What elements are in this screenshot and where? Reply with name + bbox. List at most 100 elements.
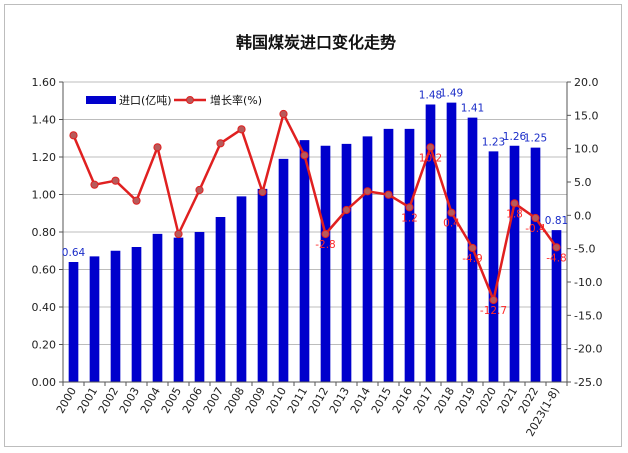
bar bbox=[68, 262, 79, 382]
x-tick-label: 2019 bbox=[453, 385, 478, 416]
line-point bbox=[447, 208, 456, 217]
right-tick-label: -20.0 bbox=[574, 343, 602, 356]
right-tick-label: 5.0 bbox=[574, 176, 592, 189]
x-tick-label: 2017 bbox=[411, 385, 436, 416]
x-tick-label: 2004 bbox=[138, 385, 163, 416]
bar bbox=[257, 188, 268, 382]
line-point bbox=[279, 109, 288, 119]
legend-bar-swatch bbox=[86, 96, 116, 104]
x-tick-label: 2020 bbox=[474, 385, 499, 416]
chart-frame: 韩国煤炭进口变化走势 0.00 0.20 0.40 0.60 0.80 1.00 1.20 1… bbox=[4, 4, 622, 447]
x-tick-label: 2014 bbox=[348, 385, 373, 416]
legend-bar-label: 进口(亿吨) bbox=[119, 94, 172, 107]
x-tick-label: 2015 bbox=[369, 385, 394, 416]
x-tick-label: 2021 bbox=[495, 385, 520, 416]
bar bbox=[404, 128, 415, 382]
legend-line-marker bbox=[186, 96, 194, 104]
bar bbox=[488, 151, 499, 382]
line-value-label: -4.9 bbox=[462, 253, 483, 265]
right-y-axis: -25.0 -20.0 -15.0 -10.0 -5.0 0.0 5.0 10.0 15.0 20… bbox=[566, 76, 602, 389]
line-point bbox=[363, 187, 372, 196]
line-value-label: 1.8 bbox=[506, 208, 523, 220]
left-tick-label: 1.00 bbox=[32, 189, 57, 202]
line-point bbox=[216, 139, 225, 148]
right-tick-label: -15.0 bbox=[574, 309, 602, 322]
line-value-label: 0.4 bbox=[443, 218, 460, 230]
x-tick-label: 2016 bbox=[390, 385, 415, 416]
line-point bbox=[510, 199, 519, 208]
x-axis: 2000200120022003200420052006200720082009… bbox=[54, 381, 568, 439]
bar bbox=[341, 143, 352, 382]
x-tick-label: 2008 bbox=[222, 385, 247, 416]
right-tick-label: 0.0 bbox=[574, 209, 592, 222]
right-tick-label: 20.0 bbox=[574, 76, 599, 89]
x-tick-label: 2010 bbox=[264, 385, 289, 416]
bar-value-label: 1.48 bbox=[419, 90, 442, 102]
bar bbox=[425, 104, 436, 382]
line-point bbox=[258, 187, 267, 197]
line-point bbox=[90, 180, 99, 189]
chart-svg: 韩国煤炭进口变化走势 0.00 0.20 0.40 0.60 0.80 1.00 1.20 1… bbox=[32, 33, 603, 439]
bar bbox=[530, 147, 541, 382]
x-tick-label: 2009 bbox=[243, 385, 268, 416]
left-y-axis: 0.00 0.20 0.40 0.60 0.80 1.00 1.20 1.40 1.60 bbox=[32, 76, 64, 389]
line-point bbox=[489, 295, 498, 305]
x-tick-label: 2001 bbox=[75, 385, 100, 416]
line-point bbox=[132, 196, 141, 205]
bar-series bbox=[68, 102, 562, 382]
line-point bbox=[174, 229, 183, 239]
x-tick-label: 2013 bbox=[327, 385, 352, 416]
line-point bbox=[426, 143, 435, 152]
line-point bbox=[552, 243, 561, 252]
bar bbox=[89, 256, 100, 382]
left-tick-label: 0.40 bbox=[32, 301, 57, 314]
bar bbox=[215, 217, 226, 382]
x-tick-label: 2000 bbox=[54, 385, 79, 416]
line-value-label: -4.8 bbox=[546, 252, 567, 264]
bar-value-label: 1.25 bbox=[524, 133, 547, 145]
left-tick-label: 0.80 bbox=[32, 226, 57, 239]
line-point bbox=[405, 203, 414, 212]
line-value-label: 10.2 bbox=[419, 152, 442, 164]
line-point bbox=[69, 131, 78, 140]
x-tick-label: 2005 bbox=[159, 385, 184, 416]
bar bbox=[362, 136, 373, 382]
right-tick-label: -25.0 bbox=[574, 376, 602, 389]
line-point bbox=[237, 125, 246, 134]
x-tick-label: 2002 bbox=[96, 385, 121, 416]
x-tick-label: 2003 bbox=[117, 385, 142, 416]
bar bbox=[383, 128, 394, 382]
bar-value-label: 1.23 bbox=[482, 136, 505, 148]
line-point bbox=[153, 143, 162, 152]
x-tick-label: 2007 bbox=[201, 385, 226, 416]
bar bbox=[131, 247, 142, 382]
data-labels: 0.64 1.481.49 1.41 1.231.261.25 0.81 -2.8 1.2 1… bbox=[62, 88, 568, 317]
x-tick-label: 2006 bbox=[180, 385, 205, 416]
line-series bbox=[69, 109, 561, 305]
chart-title: 韩国煤炭进口变化走势 bbox=[236, 33, 396, 52]
bar bbox=[236, 196, 247, 382]
right-tick-label: 10.0 bbox=[574, 143, 599, 156]
bar-value-label: 1.49 bbox=[440, 88, 463, 100]
left-tick-label: 1.20 bbox=[32, 151, 57, 164]
line-value-label: 1.2 bbox=[401, 212, 418, 224]
bar bbox=[551, 230, 562, 382]
right-tick-label: -5.0 bbox=[574, 243, 595, 256]
bar bbox=[278, 158, 289, 382]
growth-line bbox=[72, 112, 558, 302]
line-point bbox=[300, 151, 309, 160]
bar bbox=[110, 250, 121, 382]
left-tick-label: 0.20 bbox=[32, 339, 57, 352]
bar-value-label: 0.64 bbox=[62, 247, 86, 259]
x-tick-label: 2011 bbox=[285, 385, 310, 416]
left-tick-label: 0.00 bbox=[32, 376, 57, 389]
bar-value-label: 0.81 bbox=[545, 215, 568, 227]
legend-line-label: 增长率(%) bbox=[210, 93, 262, 107]
left-tick-label: 1.60 bbox=[32, 76, 57, 89]
line-point bbox=[195, 185, 204, 195]
legend: 进口(亿吨) 增长率(%) bbox=[86, 93, 262, 107]
bar bbox=[173, 237, 184, 382]
right-tick-label: -10.0 bbox=[574, 276, 602, 289]
line-point bbox=[321, 229, 330, 239]
bar bbox=[152, 233, 163, 382]
